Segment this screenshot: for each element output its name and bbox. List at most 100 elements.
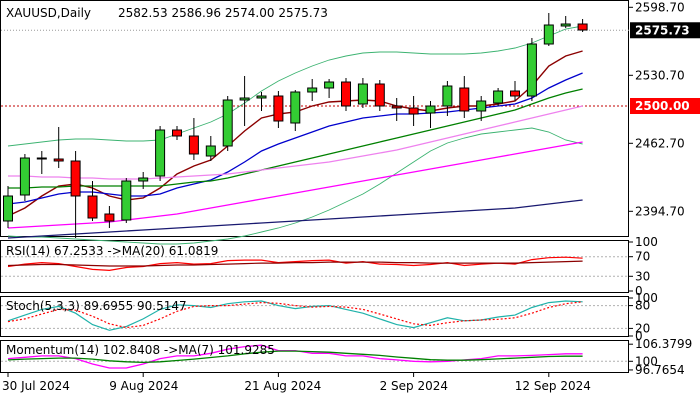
x-axis-label: 12 Sep 2024 (515, 379, 591, 393)
candle-body (3, 195, 13, 222)
stoch-axis-tick-label: 80 (635, 299, 650, 313)
candle (290, 90, 301, 131)
rsi-title: RSI(14) 67.2533 ->MA(20) 61.0819 (6, 244, 218, 258)
candle (138, 172, 149, 189)
main-panel-frame (0, 0, 629, 237)
candle (205, 136, 216, 161)
candle-body (526, 43, 537, 97)
candle (172, 126, 182, 140)
candle-body (121, 180, 132, 221)
candle (560, 16, 571, 28)
rsi-panel-frame (0, 240, 629, 293)
candle-body (239, 97, 250, 101)
candle-body (341, 81, 351, 107)
candle (87, 181, 98, 221)
candle (188, 118, 199, 160)
stoch-axis-tick-label: 100 (635, 291, 658, 305)
stoch-series-line-1 (7, 300, 583, 331)
candle-body (459, 87, 470, 112)
x-axis-label: 9 Aug 2024 (109, 379, 178, 393)
x-axis-label: 2 Sep 2024 (380, 379, 448, 393)
candle-body (374, 83, 385, 107)
candle (341, 78, 351, 111)
moving-average-line-1 (7, 50, 583, 217)
rsi-series-line-2 (7, 260, 583, 267)
candle (374, 80, 385, 111)
x-axis-label: 21 Aug 2024 (244, 379, 321, 393)
candle-body (188, 135, 199, 155)
candle-body (138, 177, 149, 182)
price-axis-tick-label: 2462.70 (635, 136, 685, 150)
candle-body (172, 129, 182, 137)
moving-average-line-3 (8, 88, 583, 189)
stoch-panel-frame (0, 296, 629, 337)
candle (19, 154, 30, 201)
candle (273, 91, 284, 128)
candle (442, 81, 453, 116)
momentum-axis-tick-label: 100 (635, 354, 658, 368)
bollinger-upper-line (7, 25, 583, 147)
candle (357, 78, 368, 108)
candle-body (53, 158, 64, 162)
candle (104, 206, 115, 228)
main-ohlc: 2582.53 2586.96 2574.00 2575.73 (118, 6, 328, 20)
moving-average-line-6 (7, 199, 583, 239)
level-label: 2500.00 (635, 99, 690, 113)
candle (70, 151, 81, 238)
momentum-axis-tick-label: 96.7654 (635, 363, 685, 377)
candle (408, 96, 419, 126)
candle-body (155, 129, 166, 177)
rsi-axis-tick-label: 100 (635, 235, 658, 249)
candle (3, 186, 13, 228)
candle-body (425, 105, 436, 114)
momentum-axis-tick-label: 106.3799 (635, 337, 692, 351)
candle (510, 81, 520, 101)
bollinger-lower-line (7, 127, 583, 245)
candle-body (577, 23, 588, 31)
candle-body (19, 157, 30, 196)
x-axis-label: 30 Jul 2024 (2, 379, 70, 393)
candle (493, 88, 504, 106)
price-axis-tick-label: 2598.70 (635, 0, 685, 14)
moving-average-line-5 (7, 141, 583, 229)
stoch-axis-tick-label: 20 (635, 321, 650, 335)
momentum-title: Momentum(14) 102.8408 ->MA(7) 101.9285 (6, 343, 275, 357)
candle-body (36, 157, 47, 160)
candle-body (560, 23, 571, 27)
candle-body (543, 24, 554, 45)
candle (239, 76, 250, 126)
rsi-axis-tick-label: 0 (635, 284, 643, 298)
candle (425, 101, 436, 128)
candle-body (442, 85, 453, 107)
candle (53, 127, 64, 168)
candle-body (70, 160, 81, 197)
candle-body (307, 87, 318, 93)
stoch-axis-tick-label: 0 (635, 329, 643, 343)
momentum-panel-frame (0, 340, 629, 373)
candle-body (222, 99, 233, 147)
candle-body (256, 95, 267, 99)
candle (391, 98, 402, 121)
candle-body (391, 105, 402, 109)
candle (459, 76, 470, 118)
rsi-series-line-1 (7, 256, 583, 272)
candle-body (273, 95, 284, 122)
candle-body (408, 107, 419, 115)
price-axis-tick-label: 2530.70 (635, 68, 685, 82)
candle-body (493, 90, 504, 104)
candle-body (205, 145, 216, 157)
candle (543, 13, 554, 46)
candle (36, 151, 47, 174)
candle-body (510, 90, 520, 97)
candle-body (357, 83, 368, 105)
candle-body (290, 91, 301, 124)
rsi-axis-tick-label: 30 (635, 269, 650, 283)
candle-body (324, 81, 335, 89)
candle (121, 178, 132, 223)
candle-body (87, 195, 98, 219)
candle-body (104, 213, 115, 222)
candle (324, 79, 335, 98)
candle (256, 92, 267, 111)
price-axis-tick-label: 2394.70 (635, 204, 685, 218)
